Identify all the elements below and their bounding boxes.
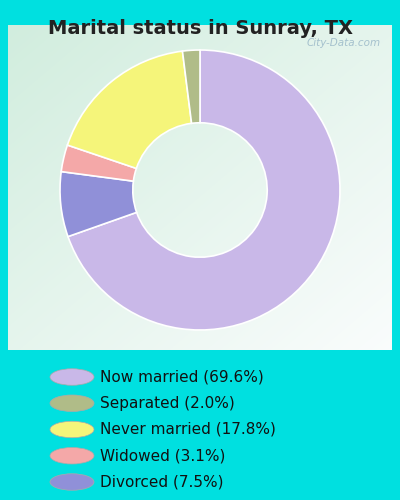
Text: Marital status in Sunray, TX: Marital status in Sunray, TX (48, 19, 352, 38)
Wedge shape (182, 50, 200, 124)
Text: City-Data.com: City-Data.com (306, 38, 380, 48)
Circle shape (50, 474, 94, 490)
Text: Widowed (3.1%): Widowed (3.1%) (100, 448, 225, 463)
Wedge shape (68, 50, 340, 330)
Text: Divorced (7.5%): Divorced (7.5%) (100, 474, 224, 490)
Wedge shape (60, 172, 137, 236)
Wedge shape (68, 51, 192, 168)
Wedge shape (61, 145, 136, 181)
Text: Separated (2.0%): Separated (2.0%) (100, 396, 235, 411)
Circle shape (50, 369, 94, 385)
Text: Never married (17.8%): Never married (17.8%) (100, 422, 276, 437)
Circle shape (50, 448, 94, 464)
Circle shape (50, 395, 94, 411)
Circle shape (50, 421, 94, 438)
Text: Now married (69.6%): Now married (69.6%) (100, 370, 264, 384)
